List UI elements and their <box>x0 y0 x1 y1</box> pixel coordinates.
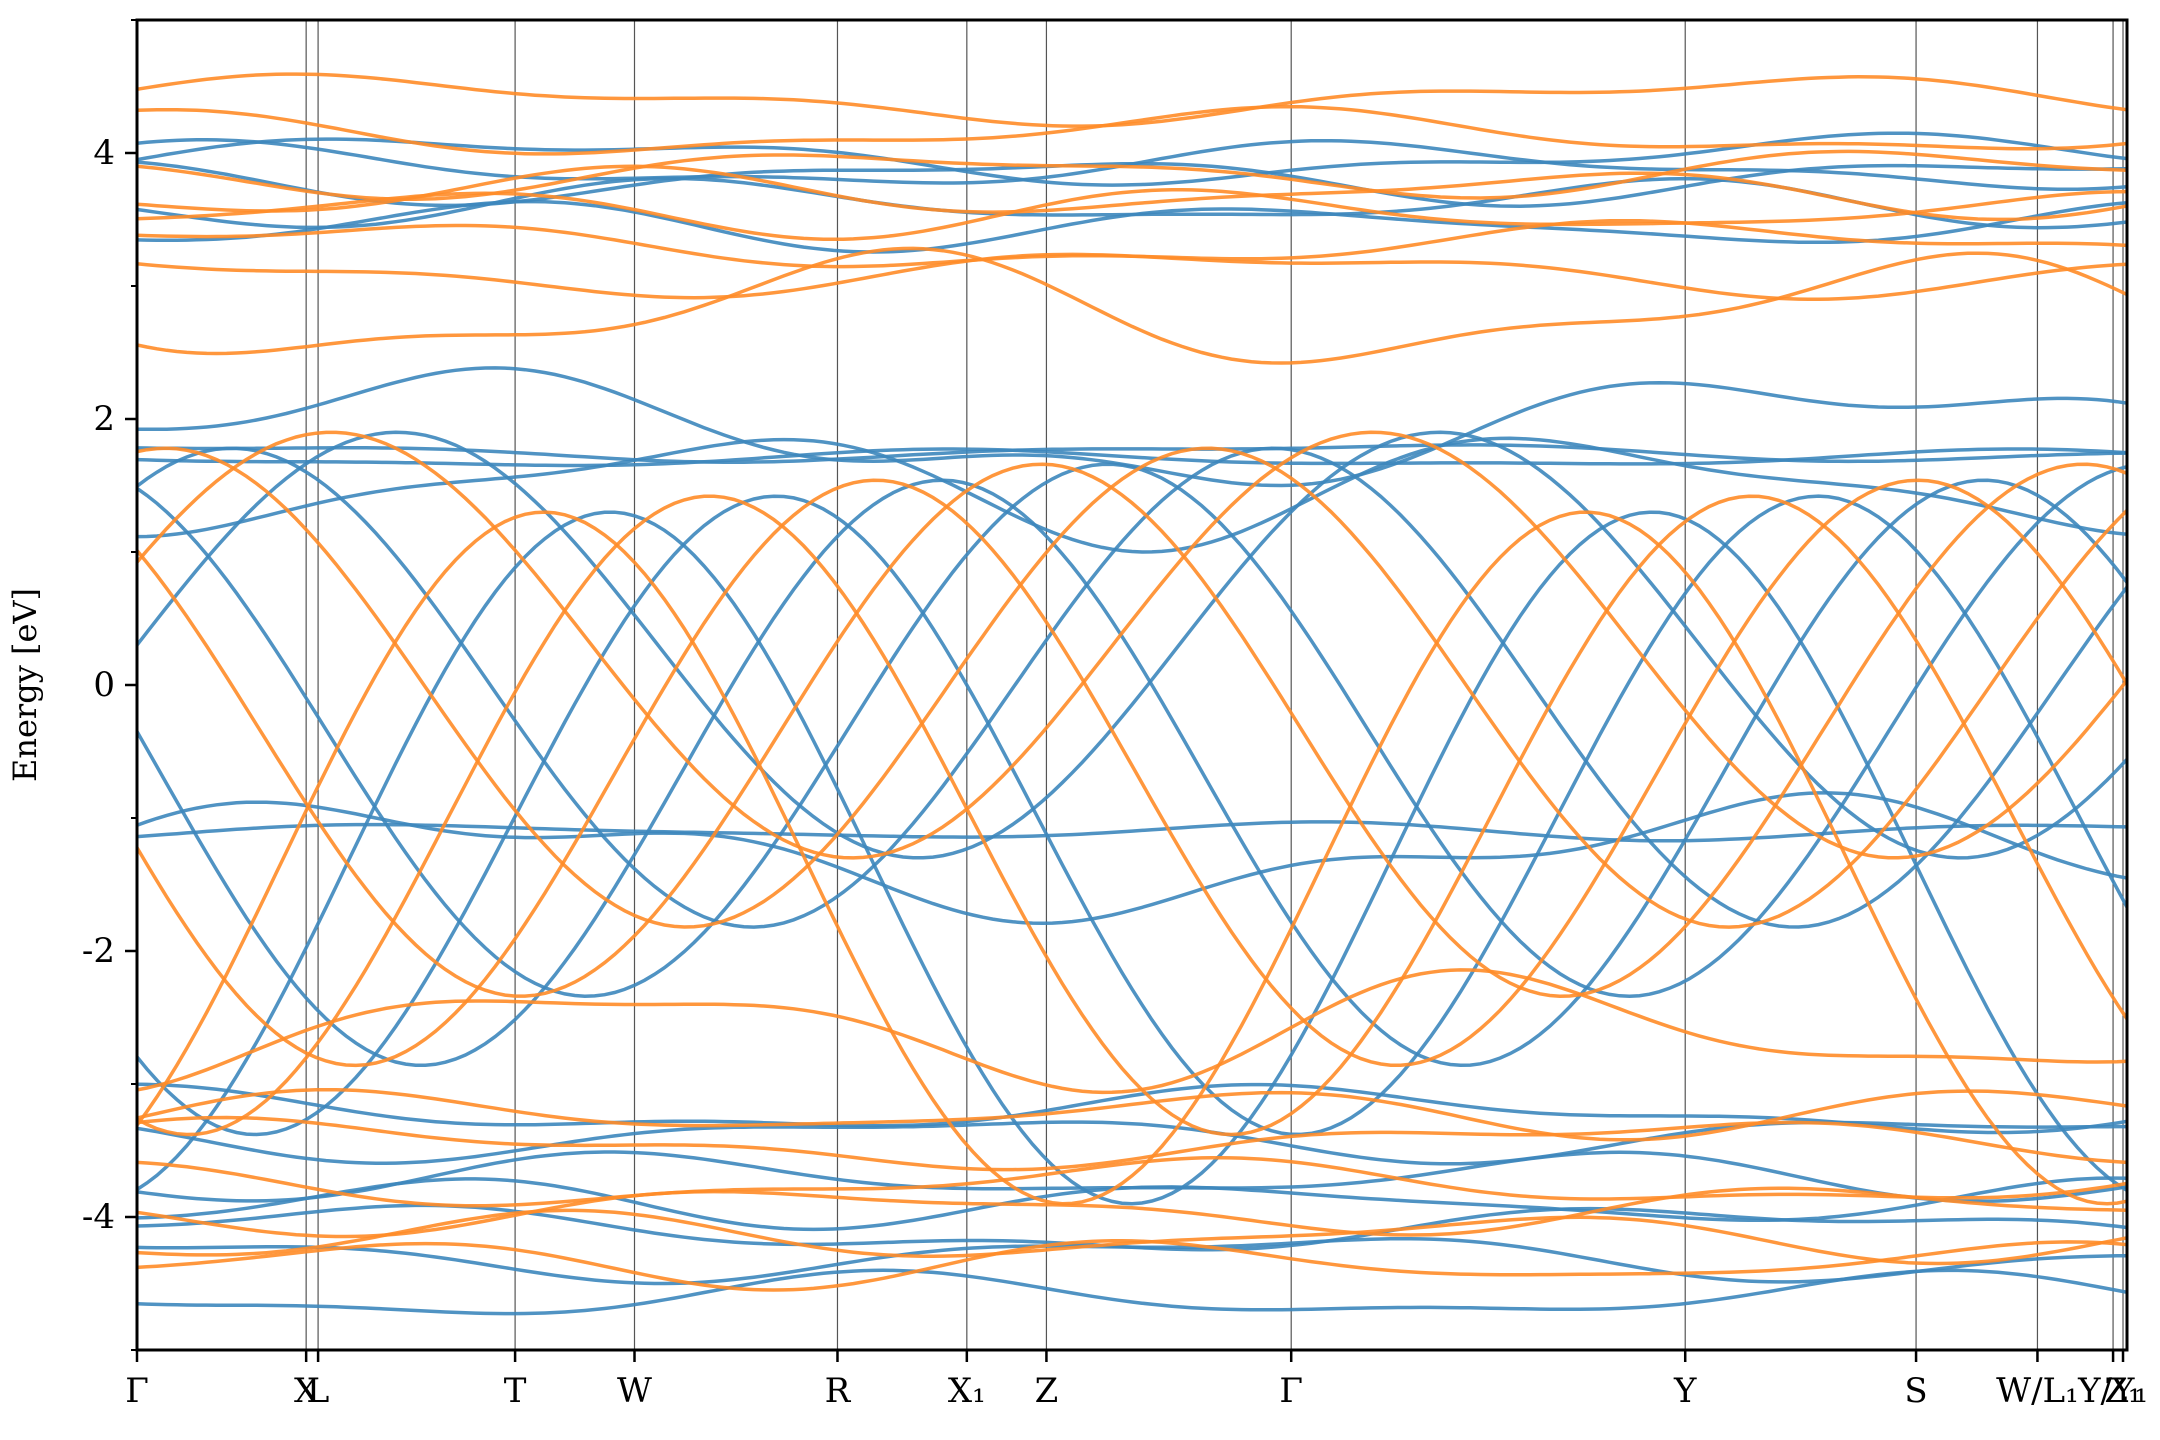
k-point-label: Z₁ <box>2104 1371 2141 1411</box>
band-line <box>137 462 2127 998</box>
band-line <box>137 1208 2127 1266</box>
band-line <box>137 510 2127 1206</box>
band-line <box>137 164 2127 222</box>
k-point-label: Γ <box>125 1371 149 1411</box>
k-point-label: T <box>504 1371 527 1411</box>
k-point-label: R <box>825 1371 852 1411</box>
band-line <box>137 199 2127 254</box>
k-point-label: X₁ <box>948 1371 986 1411</box>
band-line <box>137 72 2127 128</box>
band-line <box>137 188 2127 242</box>
band-line <box>137 430 2127 860</box>
band-line <box>137 1268 2127 1316</box>
k-point-label: S <box>1904 1371 1927 1411</box>
band-line <box>137 1115 2127 1172</box>
y-tick-label: -2 <box>82 931 115 971</box>
band-line <box>137 510 2127 1206</box>
k-point-label: Y/Y₁ <box>2077 1371 2148 1411</box>
band-line <box>137 1087 2127 1142</box>
k-point-label: Y <box>1673 1371 1697 1411</box>
band-line <box>137 478 2127 1068</box>
k-point-label: W <box>617 1371 652 1411</box>
k-point-label: X <box>294 1371 319 1411</box>
k-point-label: Γ <box>1279 1371 1303 1411</box>
band-line <box>137 791 2127 926</box>
y-axis-label: Energy [eV] <box>6 588 44 782</box>
band-line <box>137 149 2127 202</box>
band-line <box>137 436 2127 554</box>
band-line <box>137 447 2127 468</box>
band-line <box>137 252 2127 302</box>
band-line <box>137 430 2127 860</box>
band-line <box>137 494 2127 1137</box>
k-point-label: W/L₁ <box>1996 1371 2079 1411</box>
band-line <box>137 478 2127 1068</box>
y-tick-label: 4 <box>93 133 115 173</box>
band-line <box>137 446 2127 929</box>
k-point-label: L <box>307 1371 330 1411</box>
y-axis: -4 -2 0 2 4 <box>82 19 137 1351</box>
y-tick-label: 2 <box>93 399 115 439</box>
band-lines <box>137 72 2127 1316</box>
band-line <box>137 462 2127 998</box>
band-line <box>137 104 2127 156</box>
band-line <box>137 246 2127 365</box>
band-line <box>137 1236 2127 1286</box>
k-point-label: Z <box>1035 1371 1059 1411</box>
band-line <box>137 446 2127 929</box>
y-tick-label: 0 <box>93 665 115 705</box>
band-line <box>137 1186 2127 1239</box>
band-line <box>137 1239 2127 1292</box>
band-line <box>137 131 2127 187</box>
band-line <box>137 1082 2127 1135</box>
band-line <box>137 820 2127 843</box>
band-line <box>137 1155 2127 1208</box>
y-tick-label: -4 <box>82 1197 115 1237</box>
band-line <box>137 494 2127 1137</box>
